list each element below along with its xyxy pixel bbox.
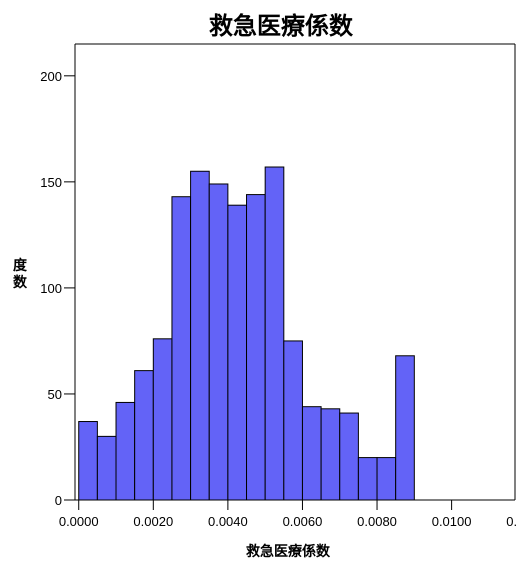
y-tick-label-1: 50	[48, 387, 62, 402]
x-tick-label-0: 0.0000	[59, 514, 99, 529]
histogram-bar-17	[395, 355, 415, 501]
y-axis-title-char-0: 度	[13, 257, 28, 274]
x-tick-label-6: 0.0120	[506, 514, 517, 529]
y-axis-title-char-1: 数	[13, 274, 28, 291]
bars-group	[78, 166, 415, 501]
histogram-bar-1	[96, 435, 117, 501]
y-axis-title: 度数	[13, 257, 28, 291]
histogram-bar-0	[78, 421, 98, 501]
histogram-bar-2	[115, 401, 136, 501]
plot-frame	[75, 43, 516, 500]
x-tick-label-1: 0.0020	[133, 514, 173, 529]
y-tick-label-4: 200	[40, 69, 62, 84]
y-axis: 0 50 100 150 200	[40, 44, 76, 508]
histogram-bar-11	[283, 340, 303, 501]
histogram-bar-12	[301, 406, 322, 501]
histogram-bar-7	[208, 183, 229, 501]
x-tick-label-3: 0.0060	[283, 514, 323, 529]
histogram-bar-9	[246, 194, 266, 501]
y-tick-label-2: 100	[40, 281, 62, 296]
x-tick-label-5: 0.0100	[432, 514, 472, 529]
histogram-bar-8	[227, 204, 248, 501]
y-tick-label-0: 0	[55, 493, 62, 508]
histogram-bar-3	[134, 370, 154, 501]
x-axis-title: 救急医療係数	[246, 543, 331, 560]
histogram-bar-14	[339, 412, 359, 501]
chart-title: 救急医療係数	[209, 12, 354, 40]
histogram-bar-13	[320, 408, 341, 501]
histogram-bar-16	[376, 457, 397, 501]
x-tick-label-4: 0.0080	[357, 514, 397, 529]
y-tick-label-3: 150	[40, 175, 62, 190]
x-tick-label-2: 0.0040	[208, 514, 248, 529]
histogram-bar-10	[264, 166, 285, 501]
histogram-bar-4	[152, 338, 173, 501]
histogram-bar-15	[357, 457, 378, 501]
x-axis: 0.0000 0.0020 0.0040 0.0060 0.0080 0.0100 0.01…	[59, 499, 517, 529]
histogram-bar-5	[171, 196, 192, 501]
histogram-bar-6	[190, 170, 210, 501]
